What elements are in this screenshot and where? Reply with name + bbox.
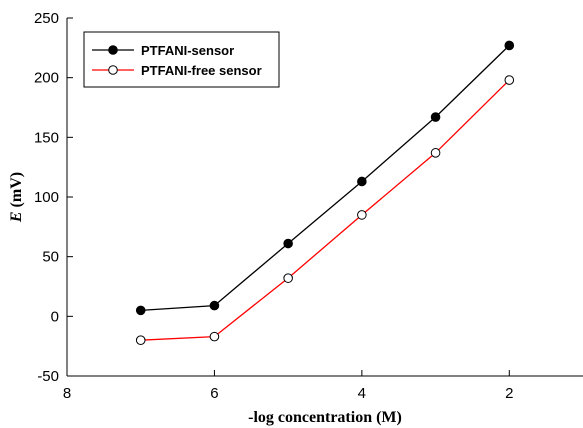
data-point-series-1 [357, 210, 367, 220]
data-point-series-0 [430, 112, 441, 122]
y-tick-label: 50 [42, 249, 59, 266]
y-axis-title-unit: (mV) [8, 172, 25, 212]
x-tick-label: 2 [505, 385, 513, 402]
legend-label-ptfani-sensor: PTFANI-sensor [141, 43, 234, 58]
series-line-0 [140, 44, 510, 312]
axis-ticks: -50 0 50 100 150 200 250 8 6 4 2 [34, 10, 513, 402]
y-tick-label: 100 [34, 189, 59, 206]
data-point-series-1 [504, 75, 515, 85]
data-point-series-0 [135, 305, 146, 316]
data-point-series-1 [209, 331, 220, 342]
data-point-series-1 [430, 148, 441, 158]
series-line-1 [140, 79, 510, 341]
legend-label-ptfani-free-sensor: PTFANI-free sensor [141, 63, 262, 78]
y-axis-title: E (mV) [8, 172, 25, 223]
data-point-series-1 [283, 273, 293, 283]
legend: PTFANI-sensor PTFANI-free sensor [83, 31, 280, 88]
series-layer [135, 40, 515, 346]
y-tick-label: 250 [34, 10, 59, 27]
x-axis-title: -log concentration (M) [248, 409, 402, 426]
x-tick-label: 4 [358, 385, 366, 402]
y-axis-title-symbol: E [8, 211, 25, 223]
legend-marker-ptfani-sensor [108, 45, 118, 55]
data-point-series-1 [135, 335, 146, 346]
y-tick-label: 0 [51, 308, 59, 325]
legend-marker-ptfani-free-sensor [108, 65, 118, 75]
y-tick-label: 200 [34, 70, 59, 87]
y-tick-label: -50 [37, 368, 59, 385]
data-point-series-0 [209, 300, 220, 311]
data-point-series-0 [357, 176, 367, 187]
legend-box [83, 31, 280, 88]
x-tick-label: 8 [63, 385, 71, 402]
x-tick-label: 6 [210, 385, 218, 402]
data-point-series-0 [504, 40, 515, 51]
data-point-series-0 [283, 238, 293, 249]
y-tick-label: 150 [34, 129, 59, 146]
